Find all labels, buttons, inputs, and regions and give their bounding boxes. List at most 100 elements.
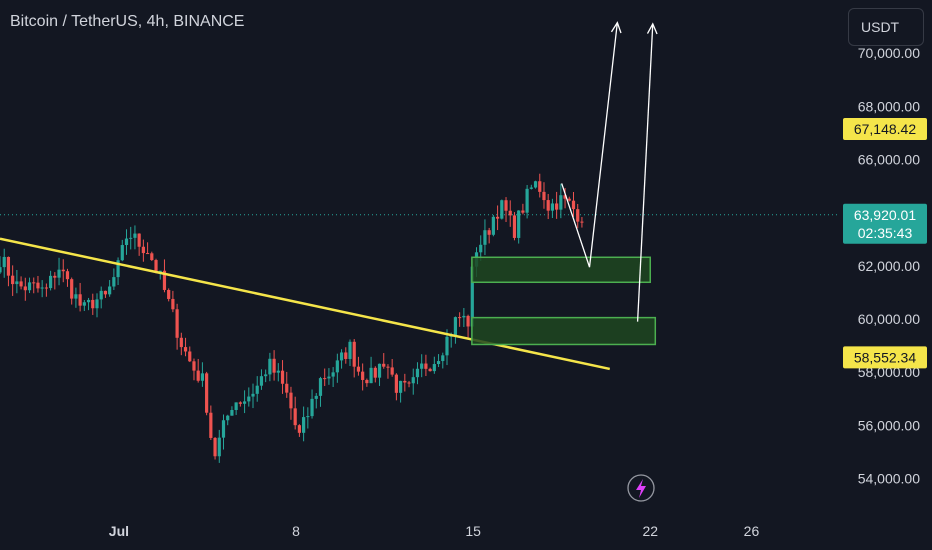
candle-body bbox=[462, 315, 466, 318]
candle bbox=[280, 360, 285, 394]
candle bbox=[458, 312, 462, 327]
currency-button[interactable]: USDT bbox=[848, 8, 924, 46]
projection-arrow-2[interactable] bbox=[636, 23, 654, 322]
demand-zone-2[interactable] bbox=[471, 316, 657, 346]
candle bbox=[192, 358, 196, 381]
candle bbox=[86, 297, 91, 311]
candle bbox=[221, 414, 226, 450]
candle-body bbox=[213, 437, 217, 457]
price-label-bg bbox=[843, 117, 927, 140]
candle-body bbox=[491, 216, 495, 235]
trendline[interactable] bbox=[0, 237, 611, 371]
lightning-icon[interactable] bbox=[627, 474, 655, 502]
candle bbox=[462, 308, 466, 327]
candle-body bbox=[445, 336, 449, 356]
candle-body bbox=[6, 256, 11, 276]
candle-body bbox=[390, 367, 394, 375]
candle-body bbox=[432, 364, 436, 372]
candle-body bbox=[112, 277, 116, 287]
candle bbox=[571, 191, 576, 217]
candle-body bbox=[399, 380, 403, 393]
candle bbox=[487, 227, 491, 244]
arrow-head bbox=[610, 21, 622, 34]
candle-body bbox=[369, 367, 373, 384]
candle-body bbox=[580, 221, 584, 223]
candle-body bbox=[297, 425, 301, 433]
candle-body bbox=[352, 341, 356, 367]
candle bbox=[483, 219, 487, 256]
candle bbox=[238, 401, 242, 407]
candle-body bbox=[318, 378, 323, 396]
candle-body bbox=[217, 437, 221, 457]
candle-body bbox=[167, 289, 171, 299]
candle bbox=[508, 200, 512, 227]
candle bbox=[550, 198, 555, 219]
candle bbox=[120, 239, 124, 262]
candle-body bbox=[436, 361, 441, 365]
candle-body bbox=[129, 237, 133, 239]
candle bbox=[293, 396, 297, 430]
candle bbox=[382, 353, 386, 369]
candle bbox=[49, 270, 53, 291]
candle bbox=[335, 353, 339, 383]
candle bbox=[504, 197, 508, 223]
projection-arrow-1[interactable] bbox=[561, 22, 618, 268]
candle bbox=[78, 282, 82, 312]
candle bbox=[167, 288, 171, 302]
candle bbox=[369, 356, 373, 384]
candle-body bbox=[205, 373, 209, 413]
candle bbox=[230, 406, 234, 416]
candle-body bbox=[108, 286, 112, 295]
candle-body bbox=[521, 210, 525, 213]
candle-body bbox=[175, 309, 179, 338]
candle-body bbox=[61, 269, 65, 272]
candle-body bbox=[137, 233, 141, 247]
candle bbox=[555, 191, 559, 219]
candle-body bbox=[542, 191, 546, 201]
lightning-icon-bolt bbox=[636, 479, 646, 498]
price-label-text: 67,148.42 bbox=[854, 121, 916, 137]
candle bbox=[356, 356, 361, 376]
candle-body bbox=[230, 410, 234, 416]
candle bbox=[420, 354, 424, 378]
candle bbox=[428, 367, 432, 372]
demand-zone-1[interactable] bbox=[471, 256, 651, 284]
candle-body bbox=[268, 358, 272, 375]
candle-body bbox=[533, 181, 538, 188]
candle-body bbox=[188, 351, 192, 362]
candle bbox=[323, 368, 327, 387]
candle bbox=[259, 369, 264, 390]
candle bbox=[213, 437, 217, 460]
candle bbox=[310, 389, 314, 419]
candle bbox=[441, 352, 445, 369]
candle bbox=[19, 276, 23, 290]
lightning-icon-ring bbox=[627, 474, 655, 502]
candle-body bbox=[403, 380, 407, 383]
candle bbox=[424, 354, 428, 376]
candle bbox=[302, 406, 306, 442]
candle bbox=[226, 414, 230, 426]
y-tick-label: 66,000.00 bbox=[858, 151, 920, 167]
candle bbox=[40, 280, 44, 298]
price-label-bg bbox=[843, 346, 927, 369]
x-tick-label: Jul bbox=[109, 523, 129, 539]
candle-body bbox=[0, 267, 2, 273]
candle bbox=[399, 380, 403, 403]
x-tick-label: 8 bbox=[292, 523, 300, 539]
candle bbox=[403, 373, 407, 392]
candle bbox=[344, 347, 348, 364]
candle bbox=[124, 229, 129, 255]
candle bbox=[0, 256, 2, 274]
candle bbox=[339, 349, 344, 369]
candle bbox=[538, 173, 542, 198]
countdown-text: 02:35:43 bbox=[858, 225, 913, 241]
candle bbox=[432, 356, 436, 374]
candle bbox=[27, 277, 32, 294]
candle-body bbox=[44, 287, 48, 289]
y-tick-label: 60,000.00 bbox=[858, 311, 920, 327]
candle-body bbox=[525, 188, 529, 213]
candle bbox=[580, 216, 584, 228]
candle-body bbox=[327, 376, 331, 379]
candle-body bbox=[377, 363, 382, 378]
